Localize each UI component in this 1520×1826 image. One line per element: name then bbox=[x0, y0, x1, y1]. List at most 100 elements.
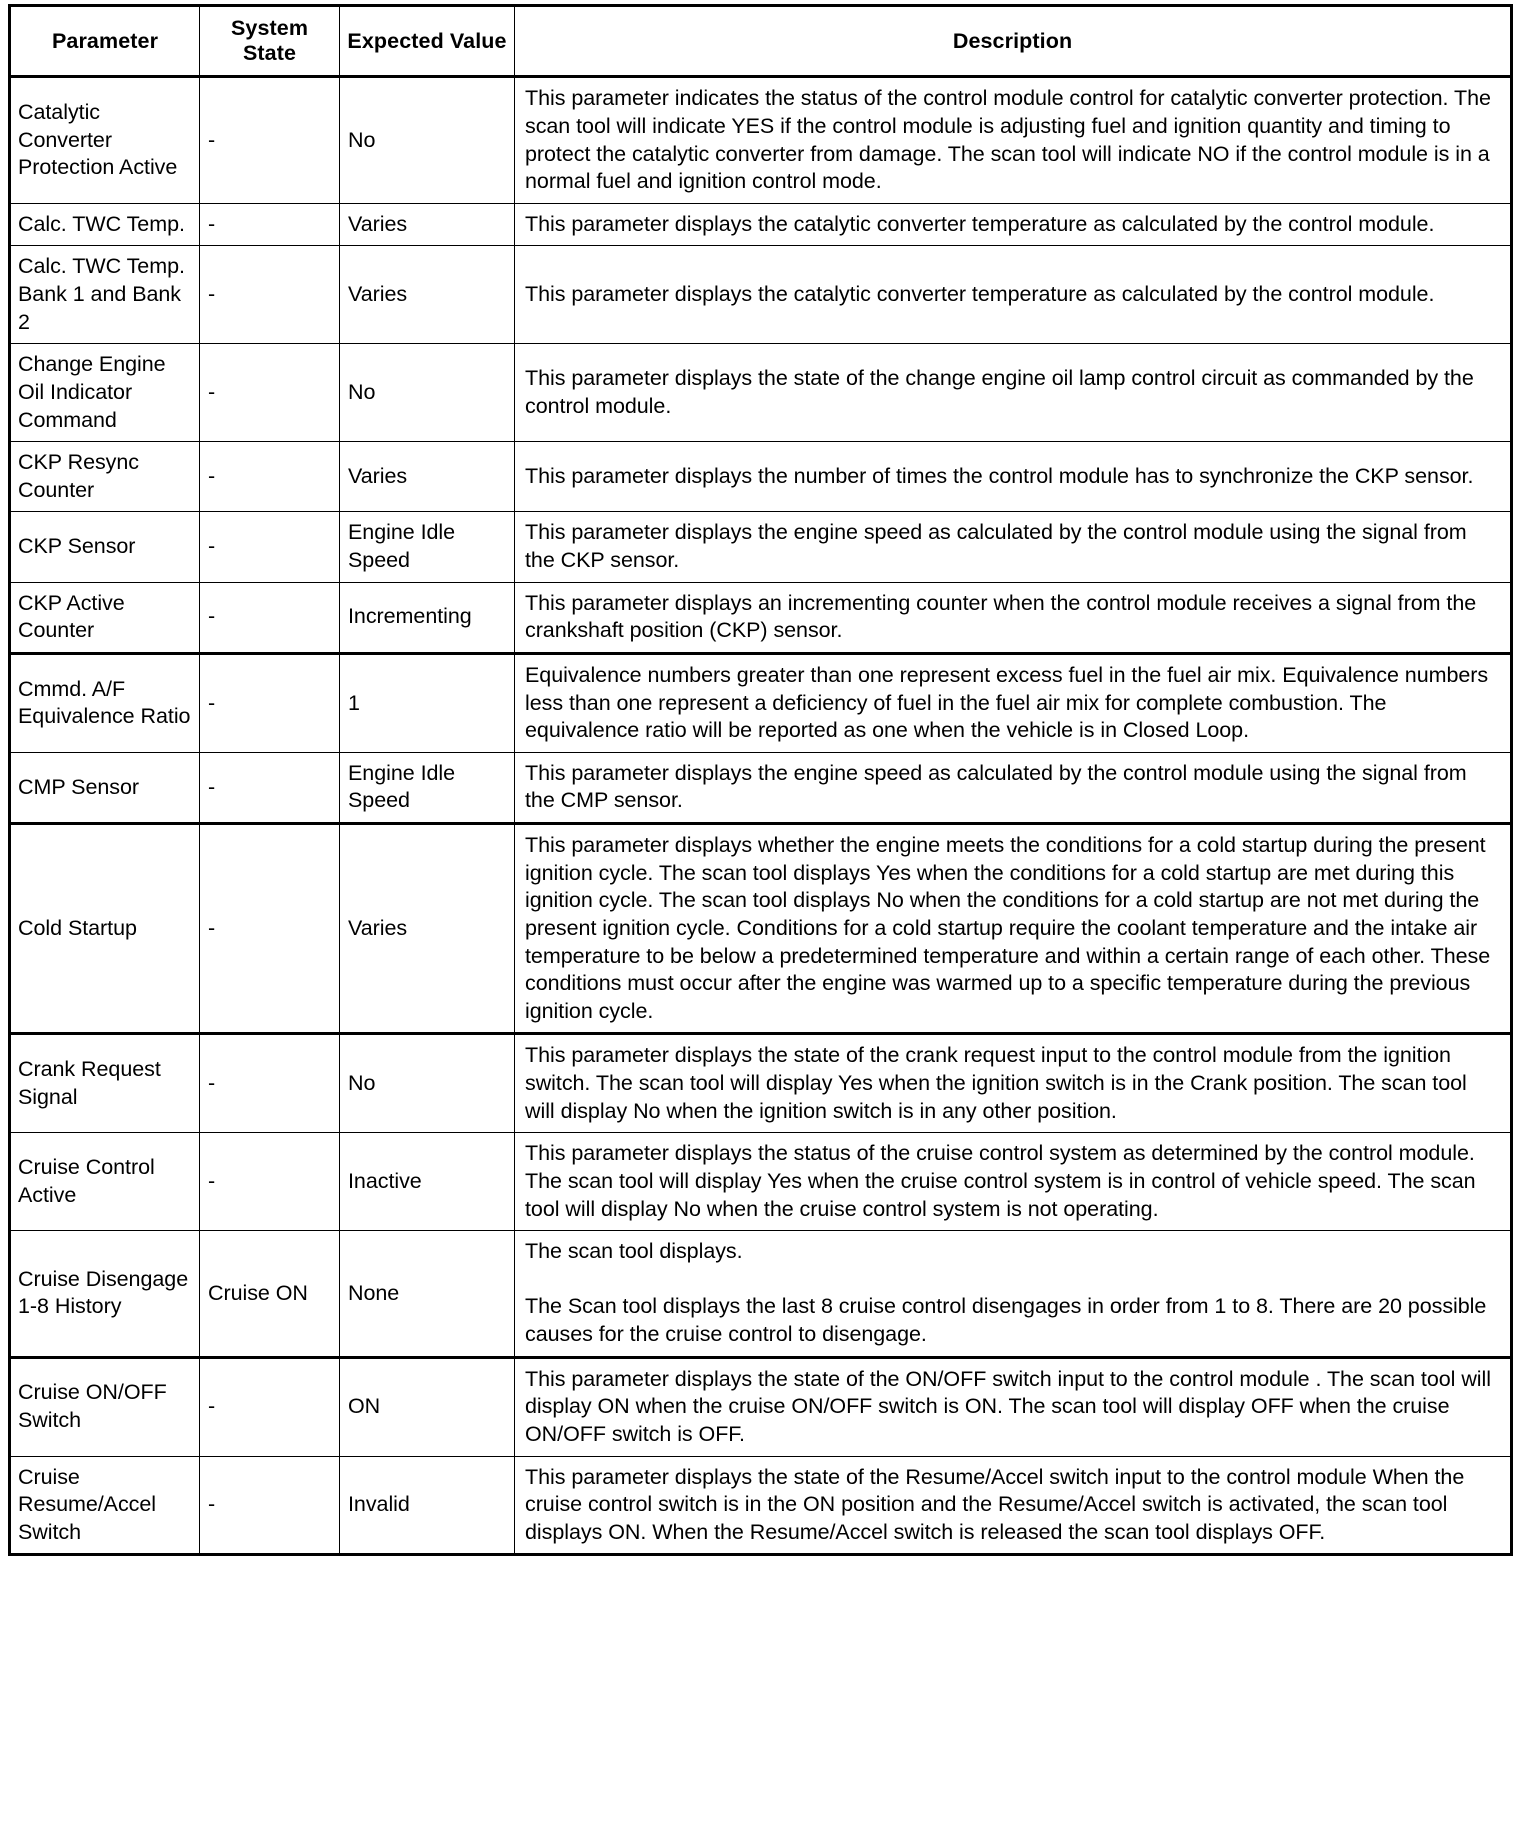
parameter-name: CKP Resync Counter bbox=[18, 450, 139, 502]
table-row: Cruise Disengage 1-8 History Cruise ON N… bbox=[9, 1230, 1512, 1358]
expected-value: No bbox=[348, 127, 376, 152]
table-row: Cold Startup - Varies This parameter dis… bbox=[9, 822, 1512, 1036]
system-state-value: - bbox=[208, 282, 216, 307]
parameter-name: Cruise ON/OFF Switch bbox=[18, 1380, 167, 1433]
system-state-cell: - bbox=[199, 441, 340, 513]
parameter-cell: CKP Resync Counter bbox=[9, 441, 200, 513]
system-state-cell: - bbox=[199, 202, 340, 247]
table-row: Calc. TWC Temp. - Varies This parameter … bbox=[9, 202, 1512, 247]
description-cell: This parameter displays the engine speed… bbox=[514, 511, 1512, 583]
description-cell: This parameter displays the state of the… bbox=[514, 1033, 1512, 1134]
description-cell: This parameter displays the catalytic co… bbox=[514, 202, 1512, 247]
parameter-cell: Calc. TWC Temp. Bank 1 and Bank 2 bbox=[9, 245, 200, 345]
description-cell: This parameter displays whether the engi… bbox=[514, 822, 1512, 1036]
system-state-value: - bbox=[208, 534, 216, 559]
system-state-value: - bbox=[208, 1071, 216, 1096]
description-cell: This parameter indicates the status of t… bbox=[514, 76, 1512, 204]
expected-value-cell: No bbox=[339, 343, 515, 443]
expected-value-cell: No bbox=[339, 76, 515, 204]
column-header-system-state: System State bbox=[199, 4, 340, 79]
parameter-name: Calc. TWC Temp. Bank 1 and Bank 2 bbox=[18, 254, 185, 334]
system-state-cell: - bbox=[199, 1355, 340, 1457]
table-body: Catalytic Converter Protection Active - … bbox=[9, 76, 1512, 1556]
description-cell: This parameter displays an incrementing … bbox=[514, 581, 1512, 654]
expected-value: Incrementing bbox=[348, 604, 472, 629]
expected-value: 1 bbox=[348, 690, 360, 715]
parameter-name: CKP Sensor bbox=[18, 534, 136, 559]
parameter-name: Crank Request Signal bbox=[18, 1057, 161, 1109]
parameter-name: Cruise Resume/Accel Switch bbox=[18, 1464, 157, 1544]
table-row: Catalytic Converter Protection Active - … bbox=[9, 76, 1512, 204]
expected-value: Varies bbox=[348, 282, 408, 307]
table-row: Crank Request Signal - No This parameter… bbox=[9, 1033, 1512, 1134]
parameter-cell: Cold Startup bbox=[9, 822, 200, 1036]
description-spacer bbox=[525, 1266, 1498, 1294]
description-line-1: The scan tool displays. bbox=[525, 1239, 743, 1264]
parameter-cell: CMP Sensor bbox=[9, 751, 200, 825]
expected-value: Engine Idle Speed bbox=[348, 520, 456, 573]
system-state-value: - bbox=[208, 915, 216, 940]
parameter-name: CMP Sensor bbox=[18, 774, 139, 799]
system-state-value: - bbox=[208, 211, 216, 236]
description-text: This parameter displays the number of ti… bbox=[525, 463, 1474, 488]
description-text: This parameter displays whether the engi… bbox=[525, 833, 1491, 1023]
column-header-system-state-line2: State bbox=[242, 41, 297, 66]
description-cell: This parameter displays the number of ti… bbox=[514, 441, 1512, 513]
table-row: CKP Sensor - Engine Idle Speed This para… bbox=[9, 511, 1512, 583]
description-text: This parameter displays the engine speed… bbox=[525, 760, 1467, 813]
expected-value: Varies bbox=[348, 463, 408, 488]
description-line-2: The Scan tool displays the last 8 cruise… bbox=[525, 1294, 1487, 1347]
description-text: The scan tool displays. The Scan tool di… bbox=[515, 1231, 1510, 1356]
description-cell: This parameter displays the catalytic co… bbox=[514, 245, 1512, 345]
expected-value-cell: No bbox=[339, 1033, 515, 1134]
system-state-cell: - bbox=[199, 343, 340, 443]
expected-value: No bbox=[348, 1071, 376, 1096]
system-state-cell: - bbox=[199, 1033, 340, 1134]
description-cell: This parameter displays the state of the… bbox=[514, 343, 1512, 443]
parameter-name: Calc. TWC Temp. bbox=[18, 211, 185, 236]
table-row: Cmmd. A/F Equivalence Ratio - 1 Equivale… bbox=[9, 651, 1512, 753]
description-text: This parameter displays the engine speed… bbox=[525, 520, 1467, 573]
description-text: This parameter displays the state of the… bbox=[525, 1464, 1465, 1544]
description-text: This parameter displays the catalytic co… bbox=[525, 211, 1435, 236]
system-state-value: Cruise ON bbox=[208, 1280, 308, 1305]
expected-value-cell: Varies bbox=[339, 202, 515, 247]
table-row: Cruise Resume/Accel Switch - Invalid Thi… bbox=[9, 1455, 1512, 1556]
table-row: CMP Sensor - Engine Idle Speed This para… bbox=[9, 751, 1512, 825]
description-text: Equivalence numbers greater than one rep… bbox=[525, 662, 1489, 743]
table-row: Cruise Control Active - Inactive This pa… bbox=[9, 1132, 1512, 1232]
expected-value: None bbox=[348, 1280, 400, 1305]
description-text: This parameter displays the catalytic co… bbox=[525, 282, 1435, 307]
parameter-cell: Cruise Disengage 1-8 History bbox=[9, 1230, 200, 1358]
system-state-cell: - bbox=[199, 651, 340, 753]
expected-value-cell: ON bbox=[339, 1355, 515, 1457]
parameter-name: Change Engine Oil Indicator Command bbox=[18, 352, 166, 432]
description-text: This parameter displays the state of the… bbox=[525, 1043, 1467, 1123]
parameter-cell: Crank Request Signal bbox=[9, 1033, 200, 1134]
parameter-cell: Cruise Resume/Accel Switch bbox=[9, 1455, 200, 1556]
description-cell: The scan tool displays. The Scan tool di… bbox=[514, 1230, 1512, 1358]
description-cell: This parameter displays the engine speed… bbox=[514, 751, 1512, 825]
system-state-value: - bbox=[208, 690, 216, 715]
expected-value: ON bbox=[348, 1394, 381, 1419]
description-cell: This parameter displays the state of the… bbox=[514, 1455, 1512, 1556]
expected-value-cell: Varies bbox=[339, 822, 515, 1036]
system-state-cell: - bbox=[199, 1455, 340, 1556]
expected-value-cell: Incrementing bbox=[339, 581, 515, 654]
system-state-value: - bbox=[208, 379, 216, 404]
expected-value-cell: Varies bbox=[339, 441, 515, 513]
system-state-value: - bbox=[208, 604, 216, 629]
table-row: Change Engine Oil Indicator Command - No… bbox=[9, 343, 1512, 443]
description-cell: This parameter displays the state of the… bbox=[514, 1355, 1512, 1457]
scan-tool-parameter-table: Parameter System State Expected Value De… bbox=[8, 4, 1513, 1557]
system-state-cell: - bbox=[199, 245, 340, 345]
expected-value-cell: Inactive bbox=[339, 1132, 515, 1232]
expected-value-cell: Invalid bbox=[339, 1455, 515, 1556]
system-state-value: - bbox=[208, 1168, 216, 1193]
description-cell: Equivalence numbers greater than one rep… bbox=[514, 651, 1512, 753]
parameter-name: Cold Startup bbox=[18, 915, 137, 940]
system-state-cell: - bbox=[199, 511, 340, 583]
parameter-cell: Cruise Control Active bbox=[9, 1132, 200, 1232]
description-cell: This parameter displays the status of th… bbox=[514, 1132, 1512, 1232]
